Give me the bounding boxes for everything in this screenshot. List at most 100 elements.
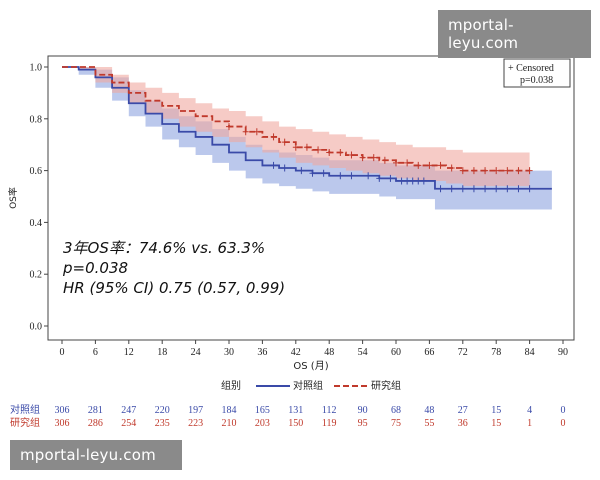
censor-mark <box>470 185 477 193</box>
censor-mark <box>415 177 422 185</box>
group-legend: 组别 对照组 研究组 <box>221 379 401 392</box>
risk-cell: 1 <box>527 418 532 429</box>
y-tick-label: 1.0 <box>30 63 43 74</box>
risk-cell: 4 <box>527 405 532 416</box>
censor-mark <box>376 174 383 182</box>
risk-cell: 48 <box>424 405 434 416</box>
y-tick-label: 0.8 <box>30 114 43 125</box>
risk-cell: 203 <box>255 418 270 429</box>
censor-mark <box>303 143 310 151</box>
x-tick-label: 12 <box>124 347 134 358</box>
risk-cell: 15 <box>491 405 501 416</box>
y-axis-label: OS率 <box>7 187 19 209</box>
censor-marks <box>226 123 533 193</box>
risk-cell: 197 <box>188 405 203 416</box>
x-tick-label: 48 <box>324 347 334 358</box>
risk-cell: 55 <box>424 418 434 429</box>
survival-line-1 <box>62 66 530 172</box>
y-tick-label: 0.2 <box>30 270 43 281</box>
censor-mark <box>320 169 327 177</box>
censor-mark <box>226 123 232 131</box>
risk-cell: 210 <box>222 418 237 429</box>
x-tick-label: 66 <box>424 347 434 358</box>
risk-cell: 254 <box>121 418 136 429</box>
risk-row-label-1: 研究组 <box>10 416 40 429</box>
censor-mark <box>393 159 399 167</box>
censor-mark <box>526 185 533 193</box>
censor-mark <box>493 185 500 193</box>
censor-mark <box>337 172 344 180</box>
censor-mark <box>437 161 444 169</box>
risk-cell: 75 <box>391 418 401 429</box>
censor-mark <box>348 172 355 180</box>
x-tick-label: 60 <box>391 347 401 358</box>
x-axis-label: OS (月) <box>293 360 328 372</box>
risk-cell: 119 <box>322 418 337 429</box>
risk-row-label-0: 对照组 <box>10 403 40 416</box>
annotation-line-1: p=0.038 <box>62 259 128 277</box>
censor-mark <box>404 159 411 167</box>
y-tick-label: 0.6 <box>30 166 43 177</box>
x-tick-label: 30 <box>224 347 234 358</box>
censor-mark <box>493 167 500 175</box>
censor-mark <box>448 185 455 193</box>
x-tick-label: 18 <box>157 347 167 358</box>
censor-mark <box>482 167 489 175</box>
risk-cell: 220 <box>155 405 170 416</box>
p-value-label: p=0.038 <box>520 75 553 86</box>
censor-mark <box>292 143 299 151</box>
censor-mark <box>515 185 522 193</box>
censor-mark <box>437 185 444 193</box>
censor-mark <box>515 167 522 175</box>
censor-mark <box>242 128 249 136</box>
censor-mark <box>470 167 477 175</box>
risk-cell: 68 <box>391 405 401 416</box>
censor-mark <box>359 154 366 162</box>
x-tick-label: 42 <box>291 347 301 358</box>
censor-mark <box>281 164 288 172</box>
legend-label-0: 对照组 <box>293 379 323 392</box>
annotation-line-2: HR (95% CI) 0.75 (0.57, 0.99) <box>63 279 285 297</box>
risk-cell: 165 <box>255 405 270 416</box>
risk-cell: 131 <box>288 405 303 416</box>
censor-mark <box>270 133 277 141</box>
censor-mark <box>337 148 344 156</box>
censor-mark <box>253 128 260 136</box>
legend-label-1: 研究组 <box>371 379 401 392</box>
censor-mark <box>504 185 511 193</box>
censor-mark <box>365 172 372 180</box>
plot-frame <box>47 55 575 341</box>
censor-mark <box>459 185 466 193</box>
x-tick-label: 90 <box>558 347 568 358</box>
x-tick-label: 72 <box>458 347 468 358</box>
censor-mark <box>526 167 533 175</box>
axes: 0.0 0.2 0.4 0.6 0.8 1.0 0 6 12 18 24 30 36 42 48 54 60 66… <box>7 63 568 373</box>
censor-mark <box>459 167 466 175</box>
stats-annotation: 3年OS率：74.6% vs. 63.3% p=0.038 HR (95% CI) … <box>62 239 285 297</box>
x-tick-label: 0 <box>60 347 65 358</box>
censor-mark <box>504 167 511 175</box>
censor-mark <box>381 156 388 164</box>
censor-mark <box>426 161 433 169</box>
risk-cell: 0 <box>561 418 566 429</box>
x-tick-label: 84 <box>525 347 535 358</box>
risk-cell: 95 <box>358 418 368 429</box>
risk-cell: 247 <box>121 405 136 416</box>
risk-cell: 150 <box>288 418 303 429</box>
confidence-bands <box>62 67 552 210</box>
legend-box-frame <box>503 58 571 88</box>
risk-cell: 306 <box>55 418 70 429</box>
x-tick-label: 6 <box>93 347 98 358</box>
risk-cell: 223 <box>188 418 203 429</box>
watermark-top: mportal-leyu.com <box>438 10 591 58</box>
censor-mark <box>309 169 316 177</box>
censor-mark <box>370 154 377 162</box>
x-tick-label: 24 <box>191 347 201 358</box>
censored-label: + Censored <box>508 63 554 74</box>
risk-cell: 286 <box>88 418 103 429</box>
x-tick-label: 36 <box>257 347 267 358</box>
annotation-line-0: 3年OS率：74.6% vs. 63.3% <box>63 239 265 257</box>
x-tick-label: 54 <box>358 347 368 358</box>
